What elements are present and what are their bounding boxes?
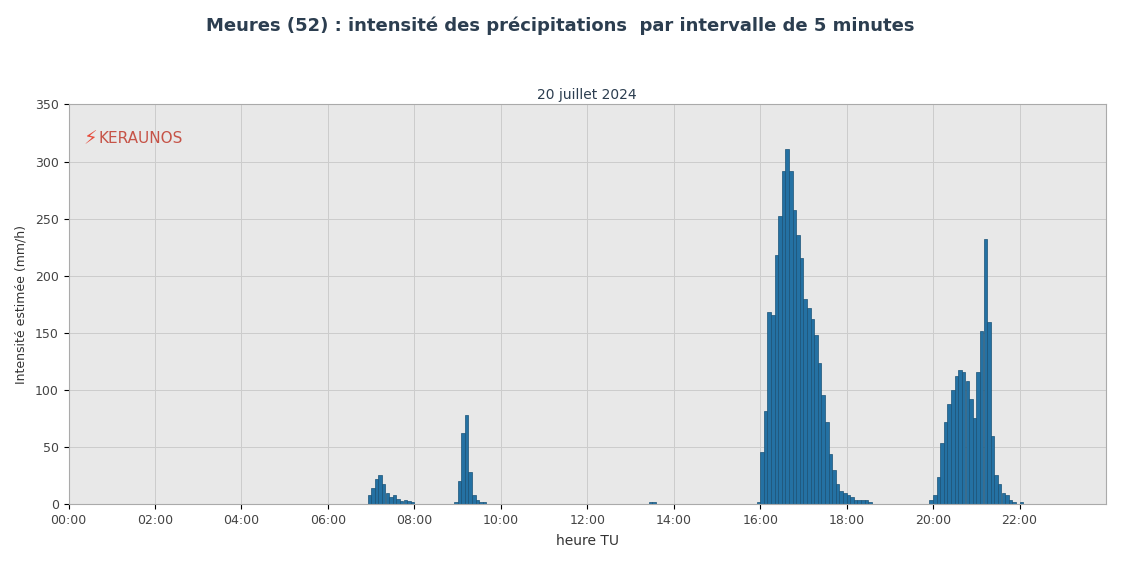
Bar (1009, 500, 1012, 504)
Bar (846, 495, 850, 504)
Bar (771, 315, 775, 504)
Text: Meures (52) : intensité des précipitations  par intervalle de 5 minutes: Meures (52) : intensité des précipitatio… (206, 17, 915, 35)
Bar (397, 499, 400, 504)
Bar (392, 495, 397, 504)
Bar (382, 484, 386, 504)
Bar (973, 418, 976, 504)
Bar (796, 235, 799, 504)
Bar (965, 381, 969, 504)
Bar (789, 171, 793, 504)
Bar (810, 319, 814, 504)
Bar (457, 481, 461, 504)
Bar (840, 490, 843, 504)
Bar (469, 472, 472, 504)
Bar (1006, 495, 1009, 504)
Bar (976, 372, 980, 504)
Bar (858, 500, 861, 504)
Bar (410, 502, 415, 504)
Bar (379, 475, 382, 504)
Bar (371, 488, 374, 504)
Bar (861, 500, 864, 504)
Bar (962, 372, 965, 504)
Bar (793, 209, 796, 504)
Bar (929, 500, 933, 504)
Bar (1019, 502, 1023, 504)
Bar (836, 484, 840, 504)
Bar (994, 475, 998, 504)
Bar (483, 502, 487, 504)
Bar (933, 495, 937, 504)
Bar (757, 502, 760, 504)
Bar (804, 299, 807, 504)
Bar (843, 493, 846, 504)
Bar (652, 502, 656, 504)
Bar (760, 452, 763, 504)
Bar (947, 404, 951, 504)
Bar (937, 477, 941, 504)
Bar (991, 436, 994, 504)
Bar (404, 500, 407, 504)
Title: 20 juillet 2024: 20 juillet 2024 (537, 88, 637, 102)
Bar (786, 149, 789, 504)
Bar (988, 321, 991, 504)
Bar (368, 495, 371, 504)
Bar (799, 257, 804, 504)
Bar (828, 454, 832, 504)
Bar (822, 395, 825, 504)
Bar (955, 377, 958, 504)
Bar (775, 255, 778, 504)
Bar (475, 500, 479, 504)
Text: KERAUNOS: KERAUNOS (99, 131, 183, 146)
Bar (941, 443, 944, 504)
Bar (818, 363, 822, 504)
Bar (479, 502, 483, 504)
Bar (850, 498, 854, 504)
Bar (1001, 493, 1006, 504)
Bar (374, 479, 378, 504)
Bar (461, 434, 465, 504)
Bar (454, 502, 457, 504)
Bar (472, 495, 475, 504)
Bar (998, 484, 1001, 504)
Bar (864, 500, 868, 504)
Bar (768, 312, 771, 504)
Bar (781, 171, 786, 504)
Text: ⚡: ⚡ (84, 129, 98, 148)
Bar (980, 330, 983, 504)
Bar (869, 502, 872, 504)
Bar (807, 308, 810, 504)
Bar (465, 415, 469, 504)
Bar (400, 501, 404, 504)
Bar (944, 422, 947, 504)
Bar (854, 500, 858, 504)
Bar (825, 422, 828, 504)
Bar (970, 399, 973, 504)
Bar (407, 501, 410, 504)
Bar (389, 498, 392, 504)
Bar (763, 410, 767, 504)
Bar (814, 335, 817, 504)
X-axis label: heure TU: heure TU (556, 534, 619, 548)
Bar (386, 493, 389, 504)
Bar (832, 470, 836, 504)
Y-axis label: Intensité estimée (mm/h): Intensité estimée (mm/h) (15, 225, 28, 384)
Bar (958, 369, 962, 504)
Bar (1012, 502, 1016, 504)
Bar (778, 216, 781, 504)
Bar (983, 239, 988, 504)
Bar (649, 502, 652, 504)
Bar (951, 390, 955, 504)
